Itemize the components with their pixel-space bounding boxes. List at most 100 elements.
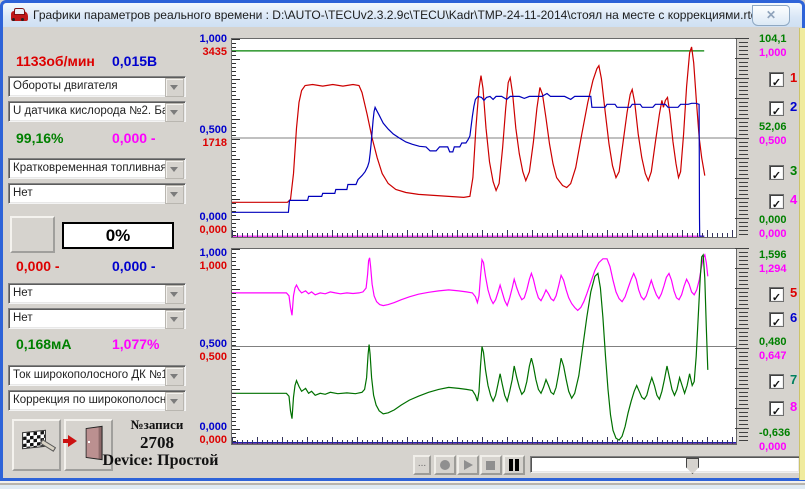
series-ch8-magenta-correction <box>232 253 709 316</box>
check-icon: ✓ <box>771 317 782 329</box>
readout-o2-voltage: 0,015В <box>112 53 158 69</box>
channel-8-label: 8 <box>790 399 798 414</box>
chevron-down-icon[interactable] <box>165 285 184 304</box>
play-icon <box>464 460 473 470</box>
record-icon <box>440 460 450 470</box>
check-icon: ✓ <box>771 379 782 391</box>
check-icon: ✓ <box>771 77 782 89</box>
channel-1-label: 1 <box>790 70 798 85</box>
readout-wbo2-current: 0,168мА <box>16 336 72 352</box>
combo-channel-6[interactable]: Нет <box>8 308 186 329</box>
channel-1-checkbox[interactable]: ✓ <box>769 72 784 89</box>
check-icon: ✓ <box>771 292 782 304</box>
exit-button[interactable] <box>63 419 113 471</box>
combo-channel-7[interactable]: Ток широкополосного ДК №1. Банк <box>8 365 186 386</box>
top-chart <box>231 38 737 238</box>
channel-5-checkbox[interactable]: ✓ <box>769 287 784 304</box>
top-right-max-green: 104,1 <box>759 33 787 45</box>
background-taskbar-sliver <box>0 481 805 489</box>
channel-3-checkbox[interactable]: ✓ <box>769 165 784 182</box>
readout-rpm: 1133об/мин <box>16 53 95 69</box>
chevron-down-icon[interactable] <box>165 78 184 97</box>
red-arrow-icon <box>68 435 83 447</box>
top-right-min-green: 0,000 <box>759 214 787 226</box>
channel-7-label: 7 <box>790 372 798 387</box>
combo-channel-3[interactable]: Кратковременная топливная коррек <box>8 158 186 179</box>
car-app-icon <box>11 8 28 21</box>
window-title: Графики параметров реального времени : D… <box>33 8 758 22</box>
combo-channel-5[interactable]: Нет <box>8 283 186 304</box>
top-axis-mid-blue: 0,500 <box>199 124 227 136</box>
check-icon: ✓ <box>771 170 782 182</box>
channel-2-checkbox[interactable]: ✓ <box>769 101 784 118</box>
channel-6-checkbox[interactable]: ✓ <box>769 312 784 329</box>
top-axis-max-red: 3435 <box>202 46 227 58</box>
readout-ch5: 0,000 - <box>16 258 60 274</box>
bottom-chart <box>231 248 737 445</box>
check-icon: ✓ <box>771 406 782 418</box>
bot-right-max-green: 1,596 <box>759 249 787 261</box>
record-button[interactable] <box>434 455 456 475</box>
pause-icon <box>509 459 513 471</box>
finish-flag-button[interactable] <box>12 419 61 471</box>
position-trackbar[interactable] <box>530 456 800 474</box>
check-icon: ✓ <box>771 199 782 211</box>
readout-ch6: 0,000 - <box>112 258 156 274</box>
readout-ch4: 0,000 - <box>112 130 156 146</box>
chevron-down-icon[interactable] <box>165 103 184 122</box>
channel-7-checkbox[interactable]: ✓ <box>769 374 784 391</box>
stop-icon <box>486 461 495 470</box>
channel-4-checkbox[interactable]: ✓ <box>769 194 784 211</box>
combo-channel-8[interactable]: Коррекция по широкополосному ДК <box>8 390 186 411</box>
chevron-down-icon[interactable] <box>165 160 184 179</box>
chevron-down-icon[interactable] <box>165 185 184 204</box>
bot-right-mid-green: 0,480 <box>759 336 787 348</box>
chevron-down-icon[interactable] <box>165 392 184 411</box>
play-button[interactable] <box>457 455 479 475</box>
blank-button[interactable] <box>10 216 55 253</box>
bot-right-mid-magenta: 0,647 <box>759 350 787 362</box>
trackbar-thumb[interactable] <box>686 458 699 474</box>
record-count-label: №записи <box>130 417 184 432</box>
top-right-min-magenta: 0,000 <box>759 228 787 240</box>
bot-axis-max-blue: 1,000 <box>199 247 227 259</box>
title-bar[interactable]: Графики параметров реального времени : D… <box>3 3 802 28</box>
chevron-down-icon[interactable] <box>165 310 184 329</box>
channel-4-label: 4 <box>790 192 798 207</box>
bot-axis-mid-blue: 0,500 <box>199 338 227 350</box>
channel-8-checkbox[interactable]: ✓ <box>769 401 784 418</box>
bot-axis-min-blue: 0,000 <box>199 421 227 433</box>
stop-button[interactable] <box>480 455 502 475</box>
bot-right-max-magenta: 1,294 <box>759 263 787 275</box>
bottom-chart-plot <box>232 253 736 444</box>
bot-axis-mid-red: 0,500 <box>199 351 227 363</box>
bot-right-min-magenta: 0,000 <box>759 441 787 453</box>
close-button[interactable]: ✕ <box>752 5 790 26</box>
readout-stft: 99,16% <box>16 130 64 146</box>
readout-wbo2-correction: 1,077% <box>112 336 160 352</box>
pause-button[interactable] <box>503 455 525 475</box>
combo-channel-2[interactable]: U датчика кислорода №2. Банк 1 <box>8 101 186 122</box>
background-window-edge <box>799 28 805 480</box>
combo-channel-4[interactable]: Нет <box>8 183 186 204</box>
series-ch2-blue-o2 <box>232 92 705 237</box>
flag-pole-icon <box>39 439 57 452</box>
top-chart-plot <box>232 46 736 237</box>
combo-channel-1[interactable]: Обороты двигателя <box>8 76 186 97</box>
top-axis-min-blue: 0,000 <box>199 211 227 223</box>
top-right-mid-magenta: 0,500 <box>759 135 787 147</box>
series-ch1-red-rpm <box>232 46 706 203</box>
progress-indicator: 0% <box>62 222 174 249</box>
channel-2-label: 2 <box>790 99 798 114</box>
top-right-mid-green: 52,06 <box>759 121 787 133</box>
channel-5-label: 5 <box>790 285 798 300</box>
bot-axis-max-red: 1,000 <box>199 260 227 272</box>
bot-axis-min-red: 0,000 <box>199 434 227 446</box>
chevron-down-icon[interactable] <box>165 367 184 386</box>
bot-right-min-green: -0,636 <box>759 427 791 439</box>
top-right-max-magenta: 1,000 <box>759 47 787 59</box>
channel-3-label: 3 <box>790 163 798 178</box>
more-button[interactable]: ... <box>413 455 431 475</box>
check-icon: ✓ <box>771 106 782 118</box>
top-axis-min-red: 0,000 <box>199 224 227 236</box>
